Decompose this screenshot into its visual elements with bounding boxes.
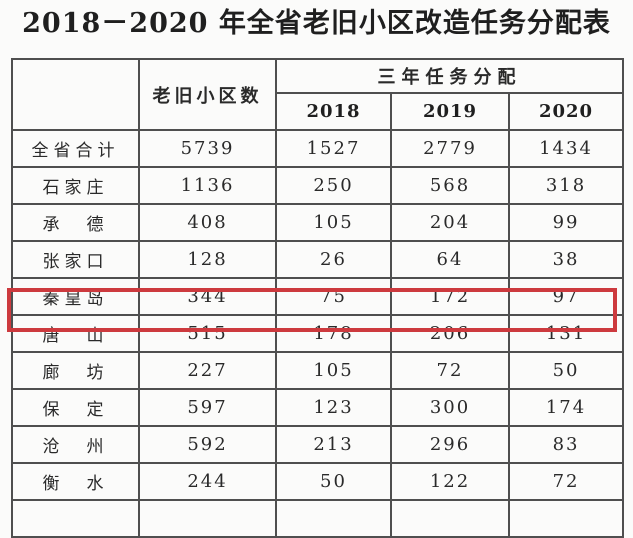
value-cell: 227 — [138, 351, 277, 390]
page-title: 2018－2020 年全省老旧小区改造任务分配表 — [22, 8, 611, 39]
value-cell: 2779 — [390, 129, 510, 168]
value-cell: 72 — [507, 462, 625, 501]
table-row-truncated — [11, 499, 625, 538]
value-cell: 99 — [507, 203, 625, 242]
value-cell: 72 — [390, 351, 510, 390]
value-cell: 597 — [138, 388, 277, 427]
table-row-chengde: 承 德 408 105 204 99 — [11, 203, 625, 242]
value-cell: 244 — [138, 462, 277, 501]
value-cell: 592 — [138, 425, 277, 464]
value-cell: 296 — [390, 425, 510, 464]
col-header-three-year-group: 三年任务分配 — [274, 58, 625, 94]
table-row-shijiazhuang: 石家庄 1136 250 568 318 — [11, 166, 625, 205]
value-cell: 122 — [390, 462, 510, 501]
table-row-zhangjiakou: 张家口 128 26 64 38 — [11, 240, 625, 279]
region-cell: 承 德 — [11, 203, 140, 242]
value-cell: 64 — [390, 240, 510, 279]
region-cell: 秦皇岛 — [11, 277, 140, 316]
col-header-2018: 2018 — [275, 92, 392, 131]
value-cell: 408 — [138, 203, 277, 242]
value-cell: 174 — [507, 388, 625, 427]
value-cell: 568 — [390, 166, 510, 205]
value-cell: 83 — [507, 425, 625, 464]
region-cell: 保 定 — [11, 388, 140, 427]
col-header-2020: 2020 — [507, 92, 625, 131]
value-cell: 178 — [275, 314, 392, 353]
value-cell: 206 — [390, 314, 510, 353]
table-row-total: 全省合计 5739 1527 2779 1434 — [11, 129, 625, 168]
value-cell: 105 — [275, 351, 392, 390]
region-cell: 全省合计 — [11, 129, 140, 168]
value-cell: 1434 — [507, 129, 625, 168]
value-cell — [390, 499, 510, 538]
table-row-qinhuangdao-highlighted: 秦皇岛 344 75 172 97 — [11, 277, 625, 316]
value-cell: 105 — [275, 203, 392, 242]
value-cell: 515 — [138, 314, 277, 353]
value-cell: 75 — [275, 277, 392, 316]
value-cell: 97 — [507, 277, 625, 316]
region-cell: 张家口 — [11, 240, 140, 279]
table-row-tangshan: 唐 山 515 178 206 131 — [11, 314, 625, 353]
header-row-group: 老旧小区数 三年任务分配 — [11, 58, 625, 131]
value-cell: 300 — [390, 388, 510, 427]
value-cell — [507, 499, 625, 538]
region-cell — [11, 499, 140, 538]
value-cell: 50 — [507, 351, 625, 390]
value-cell: 123 — [275, 388, 392, 427]
value-cell: 38 — [507, 240, 625, 279]
value-cell: 318 — [507, 166, 625, 205]
value-cell: 5739 — [138, 129, 277, 168]
value-cell: 213 — [275, 425, 392, 464]
value-cell: 131 — [507, 314, 625, 353]
value-cell: 250 — [275, 166, 392, 205]
value-cell: 50 — [275, 462, 392, 501]
table-row-baoding: 保 定 597 123 300 174 — [11, 388, 625, 427]
value-cell — [138, 499, 277, 538]
region-cell: 唐 山 — [11, 314, 140, 353]
value-cell: 204 — [390, 203, 510, 242]
region-cell: 石家庄 — [11, 166, 140, 205]
region-cell: 沧 州 — [11, 425, 140, 464]
table-row-cangzhou: 沧 州 592 213 296 83 — [11, 425, 625, 464]
value-cell: 128 — [138, 240, 277, 279]
region-cell: 衡 水 — [11, 462, 140, 501]
value-cell: 344 — [138, 277, 277, 316]
value-cell: 1136 — [138, 166, 277, 205]
corner-cell — [11, 58, 140, 131]
table-row-langfang: 廊 坊 227 105 72 50 — [11, 351, 625, 390]
task-allocation-table: 老旧小区数 三年任务分配 2018 2019 2020 全省合计 5739 15… — [11, 58, 625, 538]
header-row-years: 2018 2019 2020 — [12, 92, 625, 131]
value-cell: 172 — [390, 277, 510, 316]
value-cell — [275, 499, 392, 538]
region-cell: 廊 坊 — [11, 351, 140, 390]
table-row-hengshui: 衡 水 244 50 122 72 — [11, 462, 625, 501]
value-cell: 26 — [275, 240, 392, 279]
col-header-old-districts: 老旧小区数 — [138, 58, 277, 131]
col-header-2019: 2019 — [390, 92, 510, 131]
value-cell: 1527 — [275, 129, 392, 168]
